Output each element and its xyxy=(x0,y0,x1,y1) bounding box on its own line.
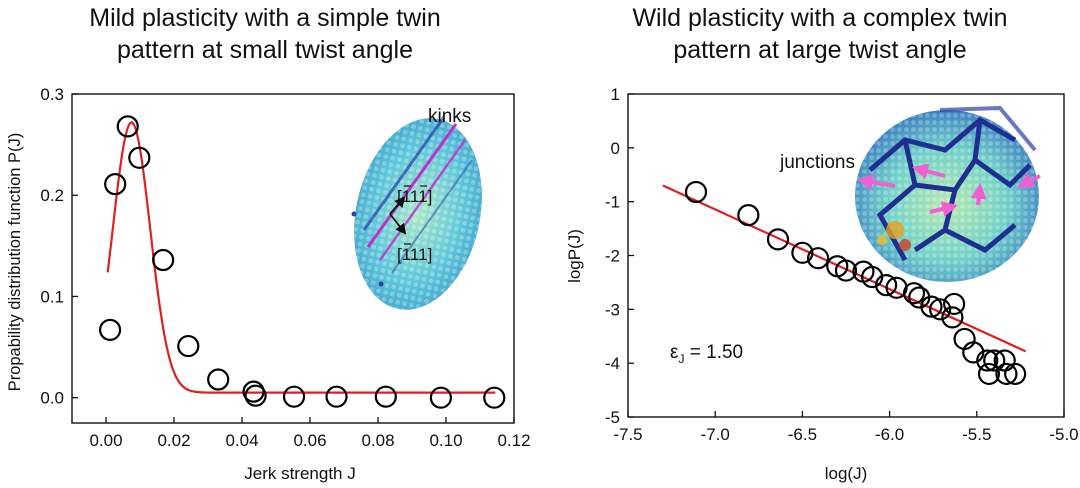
chart-a-data-point xyxy=(282,385,306,408)
chart-b-y-tick-label: 1 xyxy=(611,85,620,104)
panel-log-distribution: Wild plasticity with a complex twin patt… xyxy=(565,4,1079,483)
inset-junctions-atoms xyxy=(855,105,1041,282)
chart-b-data-points xyxy=(684,180,1027,386)
chart-b-data-point xyxy=(977,362,1001,386)
chart-a-data-point xyxy=(374,385,397,408)
chart-b-data-point xyxy=(875,274,898,297)
annotation-value: = 1.50 xyxy=(684,342,743,363)
chart-a-y-tick-label: 0.2 xyxy=(40,186,64,205)
chart-a-data-point xyxy=(104,172,127,196)
chart-a-data-point xyxy=(116,115,139,138)
chart-b-x-tick-label: -7.5 xyxy=(613,425,642,444)
panel-jerk-distribution: Mild plasticity with a simple twin patte… xyxy=(6,4,531,483)
chart-a-plot-frame xyxy=(71,93,515,424)
chart-b-data-point xyxy=(834,259,858,282)
chart-a-x-axis-label: Jerk strength J xyxy=(244,464,356,483)
chart-a-y-tick-label: 0.0 xyxy=(40,389,64,408)
chart-a-y-tick-label: 0.3 xyxy=(40,85,64,104)
chart-b-data-point xyxy=(791,241,814,264)
chart-b-data-point xyxy=(941,306,964,329)
chart-b-data-point xyxy=(806,247,830,270)
chart-b-x-tick-label: -5.5 xyxy=(962,425,991,444)
chart-a-data-point xyxy=(207,368,230,391)
chart-a-x-ticks: 0.00 0.02 0.04 0.06 0.08 0.10 0.12 xyxy=(89,417,531,450)
chart-a-fit-curve xyxy=(106,121,496,394)
chart-b-annotation: εJ = 1.50 xyxy=(670,342,743,366)
inset-kinks-label: kinks xyxy=(428,106,471,127)
chart-b-data-point xyxy=(766,228,790,251)
chart-a-data-point xyxy=(325,385,348,408)
chart-b-x-tick-label: -7.0 xyxy=(701,425,730,444)
annotation-subscript: J xyxy=(678,352,684,366)
chart-a-data-point xyxy=(177,334,200,358)
chart-a-x-tick-label: 0.10 xyxy=(429,431,462,450)
chart-b-data-point xyxy=(943,292,966,316)
chart-a-fit-line xyxy=(106,121,496,394)
chart-a-x-tick-label: 0.06 xyxy=(293,431,326,450)
chart-a-data-point xyxy=(244,384,267,407)
chart-b-x-ticks: -7.5 -7.0 -6.5 -6.0 -5.5 -5.0 xyxy=(613,411,1079,444)
chart-b-x-tick-label: -6.0 xyxy=(875,425,904,444)
chart-a-data-point xyxy=(429,386,452,409)
chart-b-data-point xyxy=(902,282,926,305)
chart-b-data-point xyxy=(1004,362,1027,386)
chart-b-data-point xyxy=(920,295,943,318)
chart-a-data-point xyxy=(483,386,506,409)
chart-b-y-tick-label: 0 xyxy=(611,139,620,158)
chart-b-y-axis-label: logP(J) xyxy=(565,229,584,283)
chart-a-x-tick-label: 0.12 xyxy=(497,431,530,450)
chart-b-y-ticks: 1 0 -1 -2 -3 -4 -5 xyxy=(605,85,634,427)
chart-b-data-point xyxy=(737,204,760,227)
chart-b-y-tick-label: -1 xyxy=(605,193,620,212)
chart-a-data-points xyxy=(98,115,506,409)
chart-b-data-point xyxy=(929,298,952,321)
chart-a-x-tick-label: 0.04 xyxy=(225,431,258,450)
inset-kinks-atoms xyxy=(351,116,482,310)
chart-b-fit-segment xyxy=(662,184,1027,353)
chart-a-y-ticks: 0.0 0.1 0.2 0.3 xyxy=(40,85,78,408)
chart-a-y-axis-label: Propability distribution function P(J) xyxy=(6,133,24,392)
chart-a-y-tick-label: 0.1 xyxy=(40,287,64,306)
chart-b-y-tick-label: -3 xyxy=(605,300,620,319)
inset-direction-label-1: [111] xyxy=(397,187,432,206)
chart-b-y-tick-label: -5 xyxy=(605,408,620,427)
chart-b-data-point xyxy=(684,180,708,204)
chart-a-x-tick-label: 0.02 xyxy=(157,431,190,450)
chart-a-data-point xyxy=(128,146,151,169)
chart-b-title-line-2: pattern at large twist angle xyxy=(673,36,966,64)
chart-b-data-point xyxy=(995,362,1018,386)
chart-a-x-tick-label: 0.08 xyxy=(361,431,394,450)
inset-junctions-label: junctions xyxy=(779,152,855,173)
chart-b-y-tick-label: -4 xyxy=(605,354,620,373)
annotation-symbol: ε xyxy=(670,342,679,363)
chart-a-data-point xyxy=(98,318,122,341)
chart-b-x-axis-label: log(J) xyxy=(825,464,868,483)
chart-a-title-line-1: Mild plasticity with a simple twin xyxy=(89,4,441,32)
chart-b-data-point xyxy=(983,349,1006,372)
chart-b-y-tick-label: -2 xyxy=(605,247,620,266)
inset-direction-label-2: [111] xyxy=(397,245,432,264)
chart-a-data-point xyxy=(152,248,175,272)
chart-b-x-tick-label: -6.5 xyxy=(788,425,817,444)
chart-b-fit-line xyxy=(662,184,1027,353)
chart-b-x-tick-label: -5.0 xyxy=(1049,425,1078,444)
chart-a-x-tick-label: 0.00 xyxy=(89,431,122,450)
chart-b-data-point xyxy=(976,349,999,372)
chart-a-title-line-2: pattern at small twist angle xyxy=(117,36,413,64)
chart-b-title-line-1: Wild plasticity with a complex twin xyxy=(632,4,1007,32)
